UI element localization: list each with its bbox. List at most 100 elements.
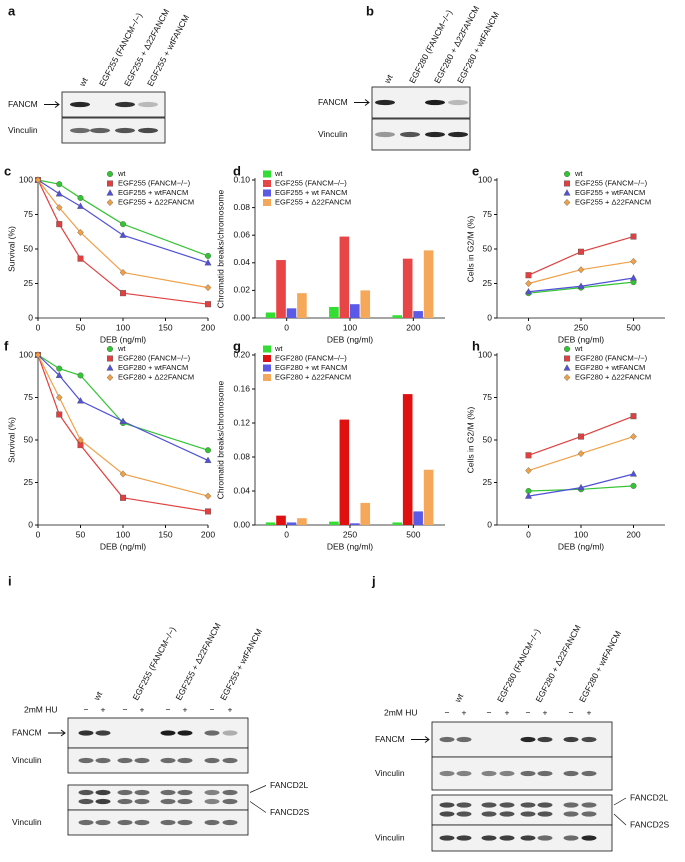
band [95,819,111,826]
legend-swatch [263,355,271,362]
band [581,770,597,777]
band [90,127,110,134]
y-tick-label: 75 [483,209,493,219]
y-tick-label: 50 [483,434,493,444]
marker [204,492,212,500]
bar [339,236,350,318]
lane-label: EGF280 + Δ22FANCM [533,623,582,704]
lane-label: wt [91,689,105,703]
panel-label: h [472,338,480,353]
x-tick-label: 50 [76,322,86,332]
marker [630,482,637,489]
marker [56,181,63,188]
marker [119,221,126,228]
bar [297,518,307,525]
bar [392,315,403,318]
band [204,730,220,736]
marker [106,180,113,187]
marker [77,255,84,262]
x-axis-label: DEB (ng/ml) [100,541,146,551]
blot-box [67,747,249,774]
y-tick-label: 75 [483,392,493,402]
band [481,811,497,817]
panel-label: i [8,573,12,588]
legend-label: wt [274,169,283,178]
treatment-sign: − [569,707,574,717]
bar [329,521,339,525]
band [138,127,158,134]
band [456,770,472,777]
y-axis-label: Survival (%) [6,417,16,463]
y-tick-label: 0.06 [233,229,250,239]
marker [56,365,63,372]
x-tick-label: 50 [76,529,86,539]
bracket [249,785,267,793]
treatment-sign: − [166,704,171,714]
band [439,736,455,743]
band [117,789,133,796]
panel-label: c [4,163,11,178]
band [439,835,455,841]
legend-label: wt [574,344,583,353]
y-tick-label: 25 [483,477,493,487]
legend-label: EGF280 + Δ22FANCM [275,372,351,381]
treatment-sign: + [183,704,188,714]
legend-label: EGF255 (FANCM–/–) [275,178,347,187]
band [177,819,193,826]
marker [524,287,533,295]
y-tick-label: 75 [24,209,34,219]
lane-label: EGF280 + wtFANCM [455,10,501,85]
marker [119,417,127,424]
band [160,798,176,805]
x-axis-label: DEB (ng/ml) [100,334,146,344]
marker [563,189,571,196]
band [425,99,445,106]
band [134,819,150,826]
marker [630,257,637,265]
band [115,127,135,134]
band [499,811,515,817]
legend-swatch [263,170,271,178]
row-label: FANCM [8,99,38,109]
band [375,131,395,138]
y-tick-label: 0.12 [233,417,250,427]
marker [55,204,63,212]
marker [525,467,532,475]
band [537,736,553,743]
arrow [44,101,60,108]
band [117,798,133,805]
row-label: Vinculin [12,755,42,765]
band [78,757,94,764]
marker [564,346,571,353]
bar [265,312,276,318]
band [448,99,468,106]
blot-box [67,784,249,811]
marker [76,202,85,209]
band [563,770,579,777]
band [95,757,111,764]
marker [524,492,533,499]
marker [55,189,63,197]
marker [77,436,84,444]
side-label: FANCD2S [630,819,670,829]
bar [276,260,286,318]
row-label: Vinculin [8,125,38,135]
x-tick-label: 0 [284,322,289,332]
y-tick-label: 100 [478,349,492,359]
band [520,802,536,808]
marker [525,280,532,287]
treatment-sign: + [101,704,106,714]
marker [106,355,113,362]
lane-label: wt [381,72,395,86]
panel-label: d [233,163,241,178]
band [520,736,536,743]
marker [563,364,571,371]
x-tick-label: 200 [201,322,215,332]
panel-label: j [371,573,376,588]
marker [119,470,127,478]
marker [564,355,571,362]
band [134,789,150,796]
panel-label: b [366,3,374,18]
band [425,131,445,138]
band [456,811,472,817]
